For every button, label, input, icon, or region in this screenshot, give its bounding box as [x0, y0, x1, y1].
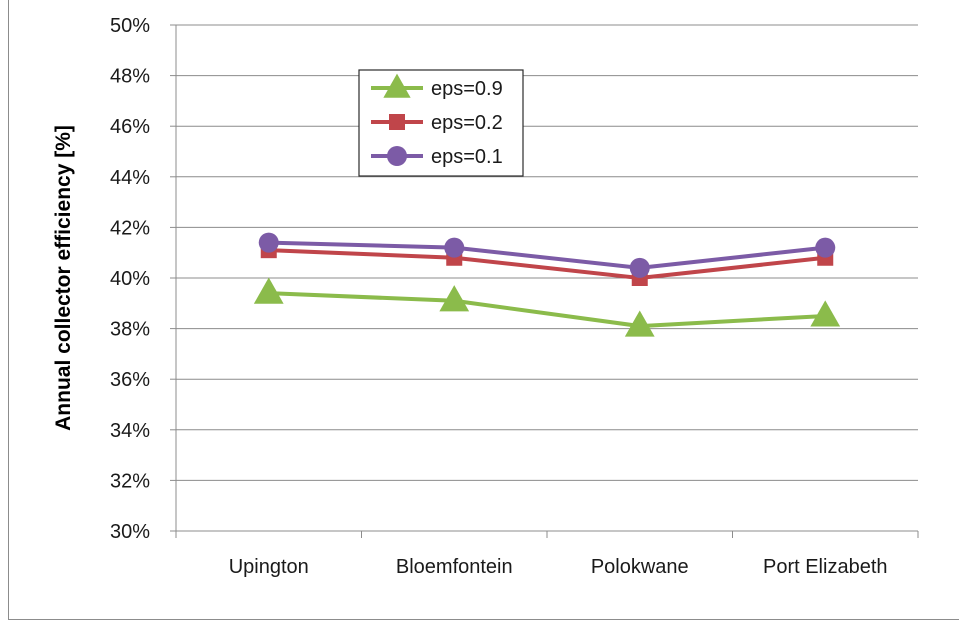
- legend-item: eps=0.2: [371, 112, 503, 134]
- y-tick-label: 34%: [110, 420, 150, 442]
- x-tick-label: Upington: [229, 556, 309, 578]
- legend-label: eps=0.2: [431, 112, 503, 134]
- y-axis-label: Annual collector efficiency [%]: [52, 125, 75, 431]
- x-tick-label: Bloemfontein: [396, 556, 513, 578]
- legend: eps=0.9 eps=0.2 eps=0.1: [358, 69, 524, 177]
- series-eps-0-2: [260, 242, 834, 286]
- data-point-triangle: [439, 285, 470, 312]
- data-point-circle: [387, 146, 407, 166]
- data-point-triangle: [810, 300, 841, 327]
- y-tick-label: 42%: [110, 217, 150, 239]
- y-tick-label: 44%: [110, 167, 150, 189]
- y-tick-label: 40%: [110, 268, 150, 290]
- y-tick-label: 32%: [110, 470, 150, 492]
- data-point-triangle: [253, 277, 284, 304]
- x-tick-label: Polokwane: [591, 556, 689, 578]
- series-line: [268, 240, 826, 270]
- series-eps-0-1: [258, 232, 836, 278]
- axes: [175, 25, 919, 538]
- data-point-triangle: [624, 310, 655, 337]
- y-tick-label: 48%: [110, 66, 150, 88]
- legend-item: eps=0.9: [371, 73, 503, 100]
- series-eps-0-9: [253, 277, 841, 337]
- x-tick-label: Port Elizabeth: [763, 556, 888, 578]
- legend-label: eps=0.1: [431, 146, 503, 168]
- gridlines: [170, 24, 918, 532]
- data-point-circle: [258, 232, 279, 253]
- data-point-circle: [444, 237, 465, 258]
- legend-label: eps=0.9: [431, 78, 503, 100]
- data-point-square: [389, 114, 405, 130]
- x-tick-labels: Upington Bloemfontein Polokwane Port Elizab…: [229, 556, 888, 578]
- y-tick-label: 36%: [110, 369, 150, 391]
- y-tick-label: 50%: [110, 15, 150, 37]
- series-line: [268, 248, 826, 280]
- series-group: [253, 232, 841, 337]
- data-point-circle: [815, 237, 836, 258]
- data-point-circle: [629, 257, 650, 278]
- legend-item: eps=0.1: [371, 146, 503, 168]
- y-tick-label: 46%: [110, 116, 150, 138]
- data-point-triangle: [383, 73, 411, 98]
- y-tick-label: 38%: [110, 319, 150, 341]
- y-tick-labels: 30% 32% 34% 36% 38% 40% 42% 44% 46% 48% 50%: [110, 15, 150, 543]
- y-tick-label: 30%: [110, 521, 150, 543]
- series-line: [268, 291, 826, 329]
